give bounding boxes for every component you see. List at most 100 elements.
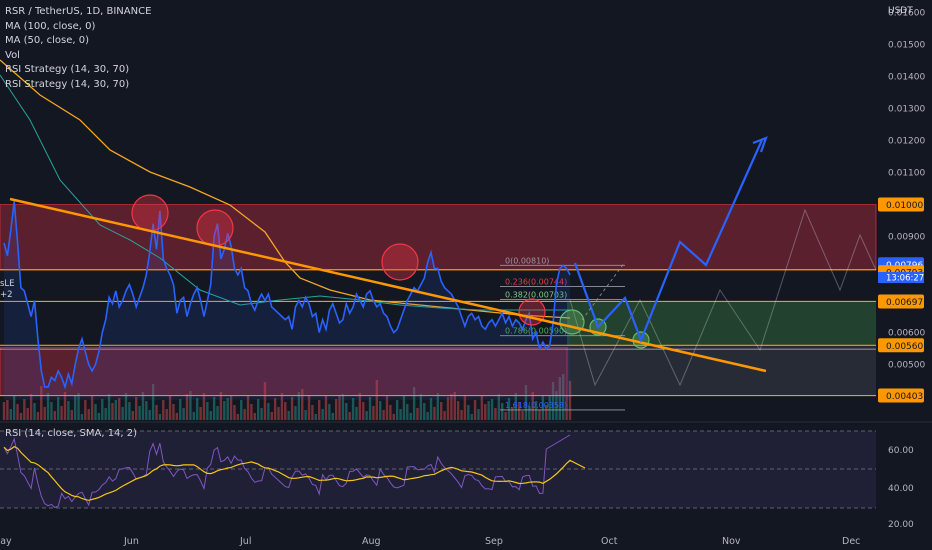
price-line [3, 201, 571, 400]
volume-bar [395, 400, 399, 420]
volume-bar [348, 412, 351, 420]
volume-bar [555, 391, 558, 420]
rsi-band [0, 431, 876, 508]
volume-bar [246, 395, 250, 420]
volume-bar [260, 408, 263, 420]
volume-bar [121, 407, 124, 420]
legend-rsi-strategy-1[interactable]: RSI Strategy (14, 30, 70) [5, 64, 130, 76]
volume-bar [80, 414, 84, 420]
volume-bar [16, 404, 19, 420]
month-tick-7: Dec [842, 536, 860, 547]
rsi-tick-0: 60.00 [888, 446, 914, 456]
volume-bar [128, 402, 131, 420]
volume-bar [504, 412, 507, 420]
legend-vol[interactable]: Vol [5, 49, 20, 61]
volume-bar [507, 398, 511, 420]
volume-bar [118, 398, 121, 420]
month-tick-0: May [0, 536, 12, 547]
volume-bar [399, 409, 402, 420]
volume-bar [175, 413, 179, 420]
volume-bar [358, 393, 362, 420]
fib-label-1: 0.236(0.00744) [505, 277, 567, 286]
volume-bar [172, 404, 175, 420]
ma100-line [0, 59, 571, 319]
projection-shadow [569, 208, 877, 387]
volume-bar [524, 385, 528, 420]
legend-rsi-strategy-2[interactable]: RSI Strategy (14, 30, 70) [5, 78, 130, 90]
volume-bar [423, 403, 426, 420]
legend-ma50[interactable]: MA (50, close, 0) [5, 35, 90, 47]
volume-bar [67, 401, 70, 420]
month-tick-1: Jun [123, 536, 139, 547]
price-tick-7: 0.00600 [888, 329, 925, 339]
projection-line [573, 139, 764, 344]
volume-bar [494, 408, 497, 420]
volume-bar [501, 403, 504, 420]
volume-bar [236, 414, 240, 420]
rsi-sma-line [3, 445, 586, 501]
rsi-legend[interactable]: RSI (14, close, SMA, 14, 2) [5, 428, 138, 439]
volume-bar [375, 380, 379, 420]
highlight-circle-1 [196, 209, 234, 247]
projection-path[interactable] [573, 136, 768, 344]
volume-bar [477, 409, 480, 420]
price-tick-5: 0.01100 [888, 169, 925, 179]
volume-bar [426, 412, 429, 420]
volume-bar [195, 398, 199, 420]
volume-bar [212, 397, 216, 420]
price-tick-1: 0.01500 [888, 41, 925, 51]
month-tick-5: Oct [601, 536, 618, 547]
month-tick-6: Nov [722, 536, 741, 547]
volume-bar [402, 395, 406, 420]
volume-bar [267, 403, 270, 420]
volume-bar [314, 414, 318, 420]
volume-bar [162, 400, 165, 420]
volume-bar [111, 403, 114, 420]
volume-bar [189, 391, 192, 420]
volume-bar [209, 411, 212, 420]
price-tick-8: 0.00500 [888, 361, 925, 371]
volume-bar [256, 399, 260, 420]
volume-bar [531, 392, 534, 420]
moving-averages [0, 59, 571, 319]
legend-ma100[interactable]: MA (100, close, 0) [5, 20, 96, 32]
countdown-tag [878, 272, 924, 283]
price-zones [0, 204, 877, 397]
volume-bar [467, 405, 470, 420]
volume-bar [141, 392, 145, 420]
time-axis: May Jun Jul Aug Sep Oct Nov Dec [0, 536, 860, 547]
volume-bar [351, 398, 355, 420]
volume-bar [84, 400, 87, 420]
volume-bar [521, 411, 524, 420]
volume-bar [138, 406, 141, 420]
rsi-tick-2: 20.00 [888, 520, 914, 530]
volume-bar [36, 412, 40, 420]
volume-bar [124, 393, 128, 420]
volume-bar [297, 392, 301, 420]
volume-bar [148, 410, 151, 420]
volume-bar [240, 400, 243, 420]
volume-bar [301, 389, 304, 420]
volume-bar [419, 394, 423, 420]
volume-bar [19, 413, 23, 420]
projection-arrowhead [752, 136, 768, 153]
volume-bar [406, 404, 409, 420]
volume-bar [216, 406, 219, 420]
volume-bar [199, 407, 202, 420]
volume-bar [409, 413, 412, 420]
volume-bar [40, 386, 43, 420]
price-tick-0: 0.01600 [888, 9, 925, 19]
volume-bar [548, 396, 551, 420]
volume-bar [101, 399, 104, 420]
volume-bar [368, 397, 372, 420]
volume-bar [528, 406, 531, 420]
volume-bar [87, 409, 90, 420]
volume-bar [97, 413, 101, 420]
volume-bar [294, 406, 297, 420]
trendline[interactable] [9, 197, 767, 373]
volume-bar [63, 392, 67, 420]
volume-bar [534, 401, 538, 420]
volume-bar [558, 377, 562, 420]
level-tag-text-0: 0.01000 [886, 201, 923, 211]
